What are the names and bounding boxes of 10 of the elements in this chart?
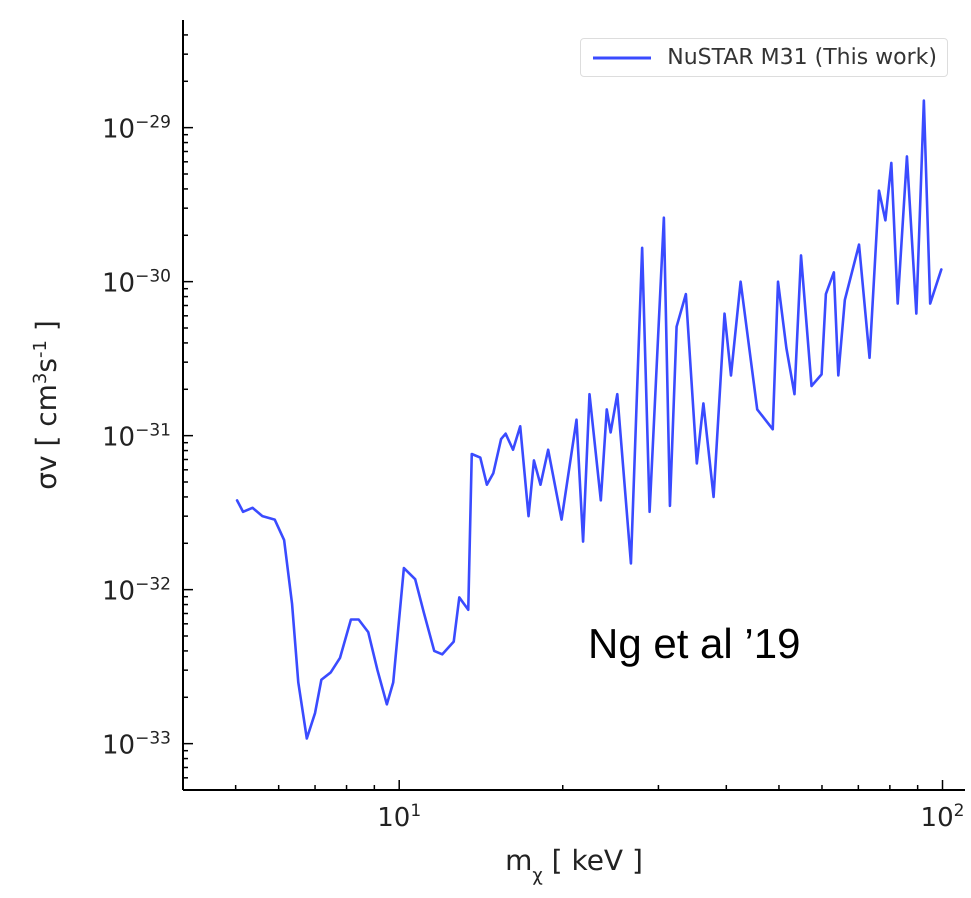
y-tick-label: 10$^{−33}$ [102,728,171,761]
x-tick-label: 10$^{2}$ [920,801,964,833]
x-tick-label: 10$^{1}$ [377,801,422,833]
y-tick-label: 10$^{−29}$ [102,112,171,145]
y-tick-label: 10$^{−32}$ [102,574,171,607]
y-tick-label: 10$^{−30}$ [102,266,171,299]
x-axis-title: m$_{χ}$ [ keV ] [505,844,643,886]
y-tick-label: 10$^{−31}$ [102,420,171,453]
annotation: Ng et al ’19 [588,620,800,668]
legend-label: NuSTAR M31 (This work) [667,45,937,70]
